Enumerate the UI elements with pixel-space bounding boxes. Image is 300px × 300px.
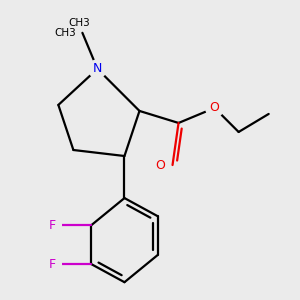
Text: F: F [49,219,56,232]
Text: F: F [49,258,56,271]
Text: CH3: CH3 [55,28,76,38]
Text: N: N [93,62,102,75]
Text: O: O [156,158,166,172]
Text: CH3: CH3 [68,18,90,28]
Circle shape [152,156,169,174]
Circle shape [43,216,62,234]
Circle shape [43,255,62,273]
Text: O: O [210,101,220,114]
Circle shape [88,60,106,78]
Circle shape [206,99,224,117]
